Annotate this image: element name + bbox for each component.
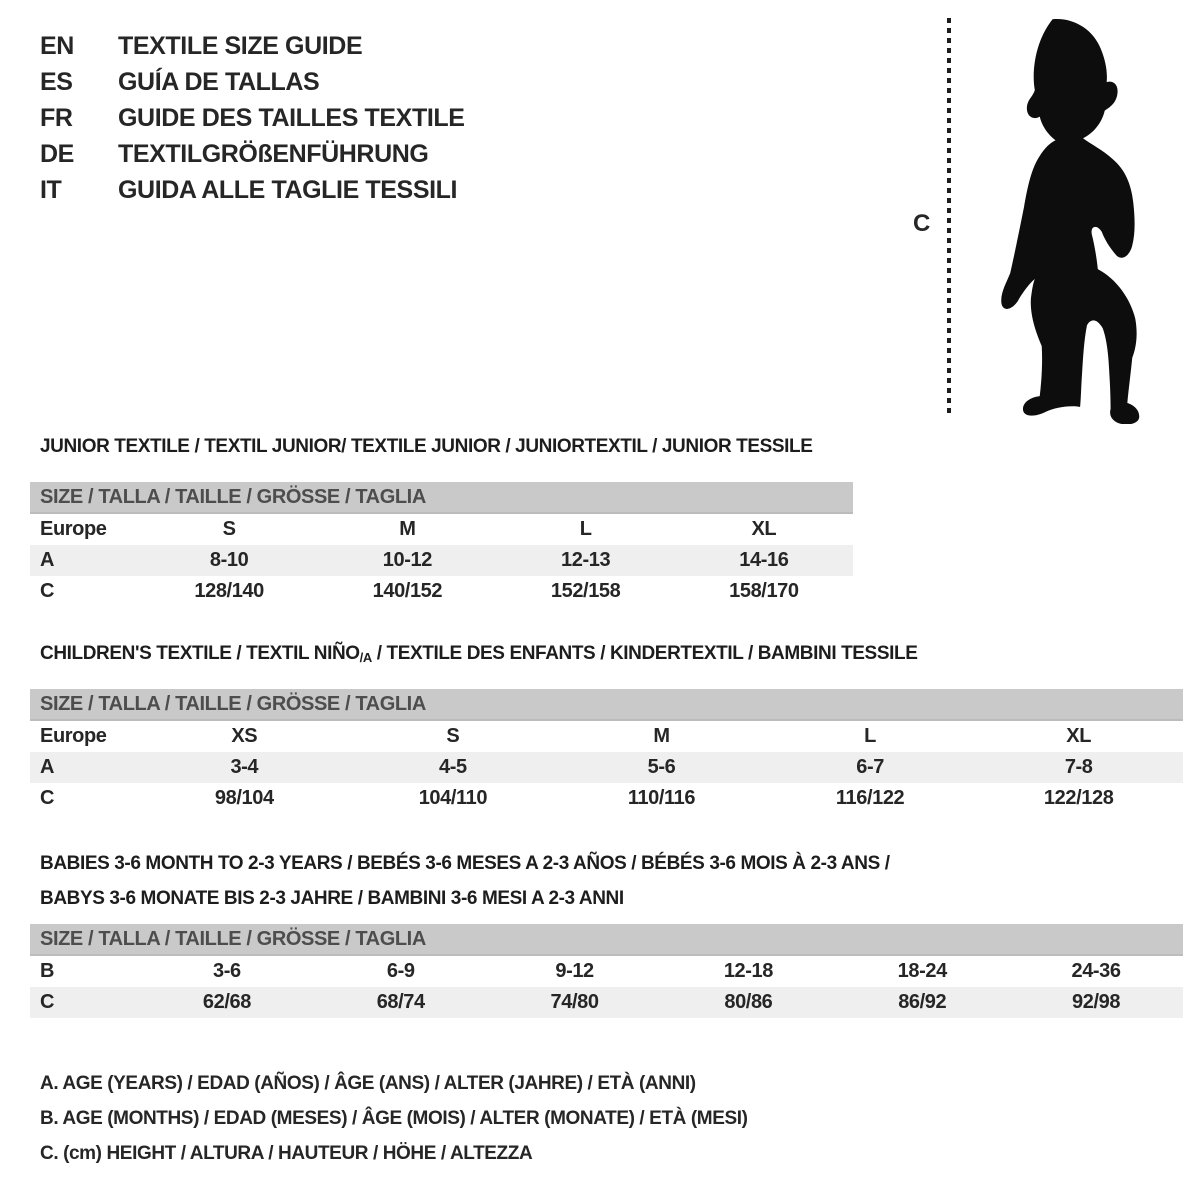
children-row-age: A 3-4 4-5 5-6 6-7 7-8 bbox=[30, 752, 1183, 783]
babies-size-table: SIZE / TALLA / TAILLE / GRÖSSE / TAGLIA … bbox=[30, 924, 1183, 1018]
height-cell: 128/140 bbox=[194, 580, 264, 602]
height-cell: 74/80 bbox=[550, 991, 599, 1013]
height-measure-dashed-line bbox=[947, 18, 951, 418]
row-label: B bbox=[40, 960, 55, 982]
height-cell: 98/104 bbox=[214, 787, 274, 809]
months-cell: 3-6 bbox=[213, 960, 241, 982]
junior-row-age: A 8-10 10-12 12-13 14-16 bbox=[30, 545, 853, 576]
guide-title-en: TEXTILE SIZE GUIDE bbox=[118, 31, 363, 60]
row-label: C bbox=[40, 787, 55, 809]
children-size-header-bar: SIZE / TALLA / TAILLE / GRÖSSE / TAGLIA bbox=[30, 689, 1183, 721]
babies-section-title: BABIES 3-6 MONTH TO 2-3 YEARS / BEBÉS 3-… bbox=[40, 846, 890, 916]
size-cell: S bbox=[222, 518, 236, 540]
size-cell: M bbox=[399, 518, 416, 540]
height-cell: 110/116 bbox=[627, 787, 696, 809]
language-row-de: DE TEXTILGRÖßENFÜHRUNG bbox=[40, 136, 465, 172]
children-title-sub: /A bbox=[359, 650, 373, 665]
age-cell: 4-5 bbox=[439, 756, 467, 778]
children-section-title: CHILDREN'S TEXTILE / TEXTIL NIÑO/A / TEX… bbox=[40, 643, 918, 665]
language-row-fr: FR GUIDE DES TAILLES TEXTILE bbox=[40, 100, 465, 136]
months-cell: 12-18 bbox=[723, 960, 774, 982]
row-label: A bbox=[40, 756, 55, 778]
size-cell: XL bbox=[751, 518, 777, 540]
language-code: EN bbox=[40, 31, 74, 60]
age-cell: 5-6 bbox=[647, 756, 676, 778]
age-cell: 6-7 bbox=[856, 756, 884, 778]
junior-row-height: C 128/140 140/152 152/158 158/170 bbox=[30, 576, 853, 607]
height-cell: 62/68 bbox=[202, 991, 251, 1013]
row-label: A bbox=[40, 549, 55, 571]
children-title-pre: CHILDREN'S TEXTILE / TEXTIL NIÑO bbox=[40, 643, 360, 664]
size-cell: XS bbox=[231, 725, 258, 747]
height-measure-label: C bbox=[913, 210, 930, 237]
babies-size-header-bar: SIZE / TALLA / TAILLE / GRÖSSE / TAGLIA bbox=[30, 924, 1183, 956]
height-cell: 80/86 bbox=[724, 991, 773, 1013]
size-cell: S bbox=[446, 725, 460, 747]
language-code: DE bbox=[40, 139, 74, 168]
height-cell: 116/122 bbox=[835, 787, 905, 809]
children-row-europe: Europe XS S M L XL bbox=[30, 721, 1183, 752]
months-cell: 18-24 bbox=[897, 960, 948, 982]
height-cell: 86/92 bbox=[898, 991, 947, 1013]
guide-title-es: GUÍA DE TALLAS bbox=[118, 67, 320, 96]
children-title-post: / TEXTILE DES ENFANTS / KINDERTEXTIL / B… bbox=[371, 643, 918, 664]
age-cell: 3-4 bbox=[230, 756, 259, 778]
legend-line-c: C. (cm) HEIGHT / ALTURA / HAUTEUR / HÖHE… bbox=[40, 1143, 533, 1164]
junior-size-header-bar: SIZE / TALLA / TAILLE / GRÖSSE / TAGLIA bbox=[30, 482, 853, 514]
children-size-table: SIZE / TALLA / TAILLE / GRÖSSE / TAGLIA … bbox=[30, 689, 1183, 814]
row-label: C bbox=[40, 580, 55, 602]
months-cell: 24-36 bbox=[1071, 960, 1121, 982]
age-cell: 8-10 bbox=[209, 549, 249, 571]
height-cell: 152/158 bbox=[550, 580, 621, 602]
height-cell: 92/98 bbox=[1072, 991, 1121, 1013]
age-cell: 12-13 bbox=[561, 549, 611, 571]
row-label: C bbox=[40, 991, 55, 1013]
language-row-es: ES GUÍA DE TALLAS bbox=[40, 64, 465, 100]
junior-row-europe: Europe S M L XL bbox=[30, 514, 853, 545]
junior-size-table: SIZE / TALLA / TAILLE / GRÖSSE / TAGLIA … bbox=[30, 482, 853, 607]
age-cell: 14-16 bbox=[739, 549, 789, 571]
language-code: ES bbox=[40, 67, 73, 96]
children-row-height: C 98/104 104/110 110/116 116/122 122/128 bbox=[30, 783, 1183, 814]
guide-title-it: GUIDA ALLE TAGLIE TESSILI bbox=[118, 175, 458, 204]
language-row-it: IT GUIDA ALLE TAGLIE TESSILI bbox=[40, 172, 465, 208]
months-cell: 6-9 bbox=[386, 960, 415, 982]
legend-line-a: A. AGE (YEARS) / EDAD (AÑOS) / ÂGE (ANS)… bbox=[40, 1073, 696, 1094]
babies-title-line2: BABYS 3-6 MONATE BIS 2-3 JAHRE / BAMBINI… bbox=[40, 888, 624, 909]
junior-section-title: JUNIOR TEXTILE / TEXTIL JUNIOR/ TEXTILE … bbox=[40, 436, 813, 457]
size-cell: XL bbox=[1066, 725, 1092, 747]
guide-title-de: TEXTILGRÖßENFÜHRUNG bbox=[118, 139, 429, 168]
height-cell: 158/170 bbox=[729, 580, 799, 602]
language-title-list: EN TEXTILE SIZE GUIDE ES GUÍA DE TALLAS … bbox=[40, 28, 465, 208]
legend-line-b: B. AGE (MONTHS) / EDAD (MESES) / ÂGE (MO… bbox=[40, 1108, 748, 1129]
age-cell: 10-12 bbox=[382, 549, 433, 571]
babies-title-line1: BABIES 3-6 MONTH TO 2-3 YEARS / BEBÉS 3-… bbox=[40, 853, 890, 874]
height-cell: 68/74 bbox=[376, 991, 425, 1013]
age-cell: 7-8 bbox=[1064, 756, 1093, 778]
guide-title-fr: GUIDE DES TAILLES TEXTILE bbox=[118, 103, 465, 132]
size-cell: M bbox=[653, 725, 670, 747]
language-row-en: EN TEXTILE SIZE GUIDE bbox=[40, 28, 465, 64]
babies-row-months: B 3-6 6-9 9-12 12-18 18-24 24-36 bbox=[30, 956, 1183, 987]
babies-row-height: C 62/68 68/74 74/80 80/86 86/92 92/98 bbox=[30, 987, 1183, 1018]
size-cell: L bbox=[579, 518, 592, 540]
months-cell: 9-12 bbox=[555, 960, 594, 982]
language-code: FR bbox=[40, 103, 73, 132]
height-cell: 140/152 bbox=[372, 580, 443, 602]
height-cell: 104/110 bbox=[418, 787, 488, 809]
toddler-silhouette-icon bbox=[1001, 19, 1140, 424]
size-cell: L bbox=[864, 725, 876, 747]
row-label: Europe bbox=[40, 518, 107, 540]
legend: A. AGE (YEARS) / EDAD (AÑOS) / ÂGE (ANS)… bbox=[40, 1066, 748, 1171]
row-label: Europe bbox=[40, 725, 107, 747]
height-cell: 122/128 bbox=[1043, 787, 1114, 809]
language-code: IT bbox=[40, 175, 62, 204]
